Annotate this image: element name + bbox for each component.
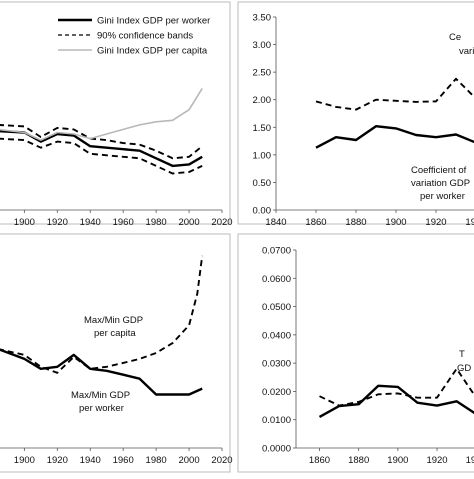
x-tick-label: 1940 <box>465 217 474 228</box>
x-tick-label: 1940 <box>80 217 101 228</box>
x-tick-label: 1920 <box>47 455 68 466</box>
annotation-label: per worker <box>79 403 124 414</box>
annotation-label: Coefficient of <box>411 165 467 176</box>
x-tick-label: 1860 <box>309 455 330 466</box>
y-tick-label: 0.50 <box>253 178 272 189</box>
series-line-solid-thick-1 <box>316 126 474 152</box>
annotation-label: Ce <box>449 32 461 43</box>
x-tick-label: 1960 <box>113 455 134 466</box>
y-tick-label: 0.00 <box>253 206 272 217</box>
series-line-solid-thick-1 <box>0 349 202 395</box>
series-line-solid-gray-3 <box>0 88 202 140</box>
x-tick-label: 2000 <box>178 217 199 228</box>
panel-top-left: 1900 1920 1940 1960 1980 2000 2020 <box>0 88 233 228</box>
annotation-label: per worker <box>420 191 465 202</box>
annotation-label: Max/Min GDP <box>71 390 130 401</box>
x-tick-label: 1900 <box>14 217 35 228</box>
x-tick-label: 1920 <box>426 455 447 466</box>
annotation-label: varia <box>459 46 474 57</box>
x-tick-label: 1960 <box>113 217 134 228</box>
x-tick-label: 2000 <box>178 455 199 466</box>
annotations-bottom-right: T GD <box>457 349 471 374</box>
legend-label-confidence: 90% confidence bands <box>97 31 193 42</box>
annotations-top-right: Ce varia Coefficient of variation GDP pe… <box>411 32 474 202</box>
y-tick-label: 0.0100 <box>262 415 291 426</box>
x-tick-label: 1940 <box>80 455 101 466</box>
x-tick-label: 1900 <box>14 455 35 466</box>
x-tick-label: 1940 <box>466 455 474 466</box>
y-tick-label: 1.50 <box>253 123 272 134</box>
panel-bottom-right: 1860 1880 1900 1920 1940 0.0000 0.0100 0.0200 0.… <box>262 246 474 467</box>
x-tick-label: 1880 <box>345 217 366 228</box>
y-tick-label: 0.0600 <box>262 274 291 285</box>
panel-bottom-left: 1900 1920 1940 1960 1980 2000 2020 <box>0 256 233 466</box>
y-tick-label: 0.0700 <box>262 246 291 257</box>
x-tick-label: 1900 <box>387 455 408 466</box>
panel-bottom-left-border <box>0 234 230 472</box>
annotation-label: variation GDP <box>411 178 470 189</box>
y-tick-label: 2.50 <box>253 68 272 79</box>
legend-top-left: Gini Index GDP per worker 90% confidence… <box>58 16 210 57</box>
x-tick-label: 1860 <box>305 217 326 228</box>
annotation-label: T <box>459 349 465 360</box>
y-tick-label: 0.0000 <box>262 444 291 455</box>
series-line-solid-thick-1 <box>320 386 474 419</box>
legend-label-gini-worker: Gini Index GDP per worker <box>97 16 210 27</box>
x-tick-label: 1920 <box>47 217 68 228</box>
series-line-dashed-0 <box>316 79 474 110</box>
y-tick-label: 1.00 <box>253 150 272 161</box>
y-tick-label: 0.0200 <box>262 387 291 398</box>
y-tick-label: 2.00 <box>253 95 272 106</box>
y-tick-label: 0.0400 <box>262 330 291 341</box>
series-line-dashed-1 <box>0 125 202 158</box>
x-tick-label: 1920 <box>425 217 446 228</box>
panel-bottom-right-border <box>238 234 474 472</box>
y-tick-label: 0.0300 <box>262 359 291 370</box>
x-tick-label: 1980 <box>146 455 167 466</box>
y-tick-label: 3.00 <box>253 40 272 51</box>
x-tick-label: 1980 <box>146 217 167 228</box>
x-tick-label: 2020 <box>211 455 232 466</box>
x-tick-label: 1900 <box>385 217 406 228</box>
annotations-bottom-left: Max/Min GDP per capita Max/Min GDP per w… <box>71 315 143 414</box>
x-tick-label: 2020 <box>211 217 232 228</box>
y-tick-label: 0.0500 <box>262 302 291 313</box>
annotation-label: Max/Min GDP <box>84 315 143 326</box>
annotation-label: per capita <box>94 328 136 339</box>
series-line-dashed-2 <box>0 139 202 174</box>
x-tick-label: 1880 <box>348 455 369 466</box>
legend-label-gini-capita: Gini Index GDP per capita <box>97 46 208 57</box>
x-tick-label: 1840 <box>265 217 286 228</box>
y-tick-label: 3.50 <box>253 13 272 24</box>
